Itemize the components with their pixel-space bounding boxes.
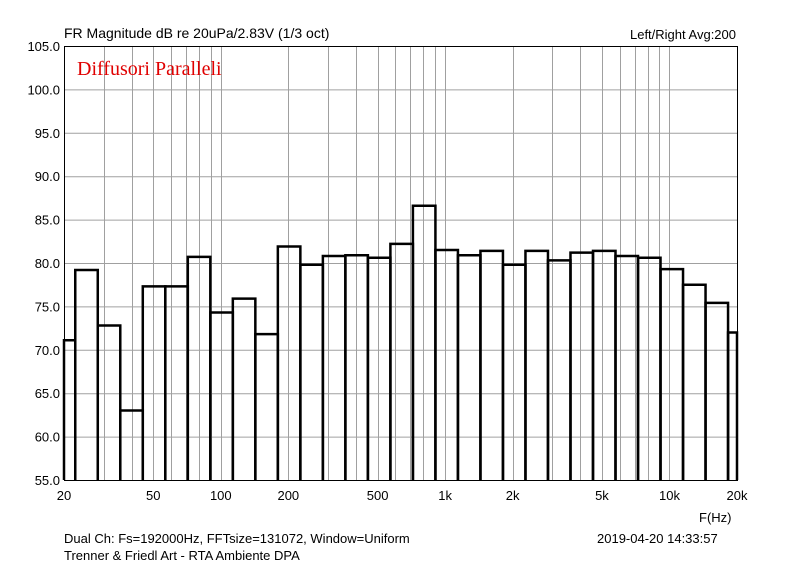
bar-16k	[704, 301, 730, 480]
y-tick-label: 60.0	[35, 430, 60, 445]
bar-1.25k	[456, 253, 482, 480]
bar-12.5k	[681, 283, 707, 480]
bar-8k	[636, 256, 662, 480]
chart-title: FR Magnitude dB re 20uPa/2.83V (1/3 oct)	[64, 25, 330, 41]
plot-frame	[64, 46, 738, 481]
bar-5k	[591, 249, 617, 480]
bar-outline	[62, 204, 739, 480]
bar-160	[254, 332, 280, 480]
chart-annotation: Diffusori Paralleli	[77, 58, 222, 80]
bar-20	[62, 339, 77, 480]
x-tick-label: 50	[146, 488, 160, 503]
y-tick-label: 85.0	[35, 213, 60, 228]
x-tick-label: 20k	[727, 488, 748, 503]
x-tick-label: 200	[277, 488, 299, 503]
bar-125	[231, 297, 257, 480]
bar-3.15k	[546, 259, 572, 480]
bar-63	[164, 285, 190, 480]
bar-800	[411, 204, 437, 480]
y-tick-label: 90.0	[35, 169, 60, 184]
bar-20k	[726, 331, 739, 480]
y-tick-label: 80.0	[35, 256, 60, 271]
bar-6.3k	[614, 254, 640, 480]
x-axis-label: F(Hz)	[699, 510, 732, 525]
bar-10k	[659, 267, 685, 480]
bar-2.5k	[524, 249, 550, 480]
x-tick-label: 100	[210, 488, 232, 503]
measurement-description: Trenner & Friedl Art - RTA Ambiente DPA	[64, 548, 300, 563]
y-tick-label: 95.0	[35, 126, 60, 141]
bar-200	[276, 245, 302, 480]
x-tick-label: 20	[57, 488, 71, 503]
bar-2k	[501, 263, 527, 480]
bar-1.6k	[479, 249, 505, 480]
x-tick-label: 10k	[659, 488, 680, 503]
channel-average-label: Left/Right Avg:200	[629, 27, 736, 42]
x-tick-label: 2k	[506, 488, 520, 503]
y-tick-label: 100.0	[27, 82, 60, 97]
y-tick-label: 65.0	[35, 386, 60, 401]
bar-1k	[434, 248, 460, 480]
x-tick-label: 5k	[595, 488, 609, 503]
y-axis-ticks: 55.0 60.0 65.0 70.0 75.0 80.0 85.0 90.0 95.0 100.…	[27, 39, 60, 488]
bar-630	[389, 242, 415, 480]
bar-315	[321, 254, 347, 480]
y-tick-label: 55.0	[35, 473, 60, 488]
y-tick-label: 75.0	[35, 299, 60, 314]
bar-50	[141, 285, 167, 480]
bar-250	[299, 263, 325, 480]
measurement-settings: Dual Ch: Fs=192000Hz, FFTsize=131072, Wi…	[64, 531, 410, 546]
bar-31.5	[96, 324, 122, 480]
y-tick-label: 70.0	[35, 343, 60, 358]
x-axis-ticks: 20 50 100 200 500 1k 2k 5k 10k 20k	[57, 488, 748, 503]
x-tick-label: 1k	[438, 488, 452, 503]
bar-40	[119, 409, 145, 480]
x-tick-label: 500	[367, 488, 389, 503]
bar-25	[74, 268, 100, 480]
bar-500	[366, 256, 392, 480]
y-tick-label: 105.0	[27, 39, 60, 54]
timestamp: 2019-04-20 14:33:57	[597, 531, 718, 546]
bar-4k	[569, 251, 595, 480]
